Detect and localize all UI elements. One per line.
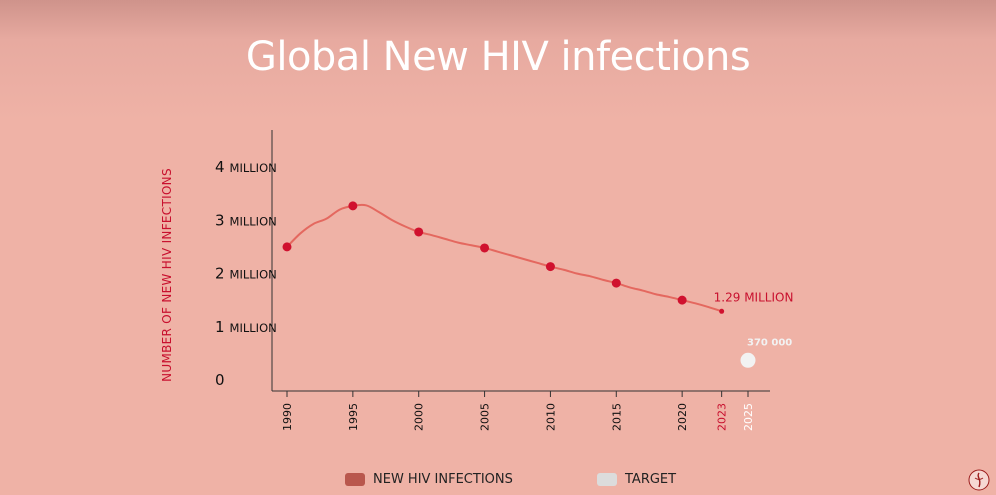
y-tick-label: 1 MILLION [215,318,277,336]
data-point [348,201,358,211]
y-tick-unit: MILLION [230,214,277,228]
y-tick-label: 4 MILLION [215,158,277,176]
x-tick-label: 2020 [676,403,689,431]
x-tick-label: 2010 [544,403,557,431]
y-axis-label: NUMBER OF NEW HIV INFECTIONS [160,168,174,382]
y-tick-number: 2 [215,265,225,283]
legend-swatch-target [597,473,617,486]
y-tick-label: 2 MILLION [215,265,277,283]
x-tick-label: 2023 [716,403,729,431]
legend-item-new-infections: NEW HIV INFECTIONS [345,472,513,487]
data-point [414,227,424,237]
series-line-new-infections [286,203,722,313]
legend-label-new-infections: NEW HIV INFECTIONS [373,472,513,487]
y-tick-number: 3 [215,211,225,229]
target-label: 370 000 [747,337,792,348]
legend-item-target: TARGET [597,472,676,487]
y-tick-number: 0 [215,371,225,389]
x-tick-label: 2015 [610,403,623,431]
chart-title: Global New HIV infections [245,34,751,80]
y-tick-label: 0 [215,371,225,389]
legend-label-target: TARGET [625,472,677,487]
x-tick-label: 2005 [479,403,492,431]
y-tick-unit: MILLION [230,321,277,335]
y-tick-label: 3 MILLION [215,211,277,229]
emblem-logo-icon [968,469,990,491]
x-tick-label: 1990 [281,403,294,431]
y-tick-unit: MILLION [230,268,277,282]
x-tick-label: 1995 [347,403,360,431]
legend-swatch-new-infections [345,473,365,486]
data-point [282,242,292,252]
data-point [677,295,687,305]
data-point [719,308,725,314]
x-tick-label: 2025 [742,403,755,431]
y-tick-number: 1 [215,318,225,336]
y-tick-unit: MILLION [230,161,277,175]
x-tick-label: 2000 [413,403,426,431]
target-point [740,352,756,368]
data-point [480,243,490,253]
data-point [545,262,555,272]
y-tick-number: 4 [215,158,225,176]
end-value-annotation: 1.29 MILLION [714,290,794,304]
data-point [611,278,621,288]
